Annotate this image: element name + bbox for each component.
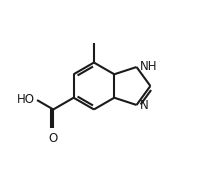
Text: O: O: [49, 132, 58, 145]
Text: NH: NH: [140, 60, 157, 73]
Text: N: N: [140, 99, 149, 112]
Text: HO: HO: [17, 93, 35, 106]
